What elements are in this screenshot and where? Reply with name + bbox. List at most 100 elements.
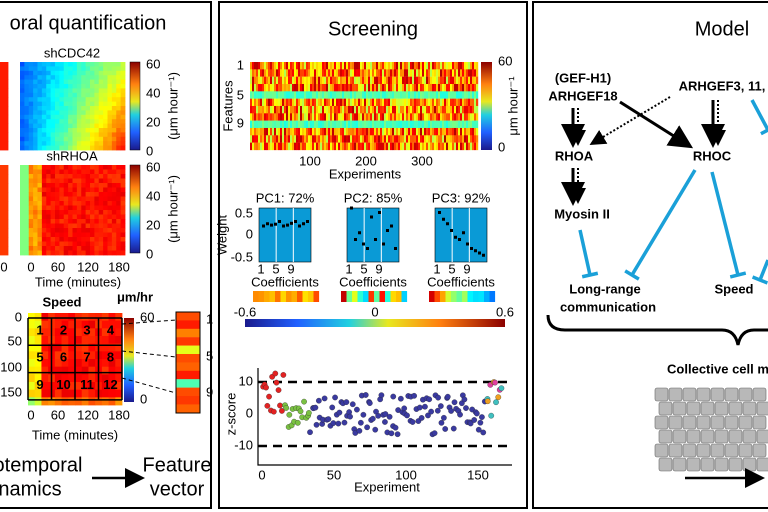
heatmap-cell: [438, 98, 441, 107]
heatmap-cell: [408, 69, 411, 77]
heatmap-cell: [444, 62, 447, 70]
heatmap-cell: [81, 389, 89, 398]
heatmap-cell: [342, 105, 345, 114]
heatmap-cell: [436, 62, 439, 70]
vector-tick: 1: [206, 311, 213, 326]
heatmap-cell: [101, 320, 109, 329]
pc-strip: [346, 291, 353, 302]
heatmap-cell: [103, 192, 108, 197]
heatmap-cell: [85, 141, 91, 146]
heatmap-cell: [348, 142, 351, 151]
heatmap-cell: [402, 83, 405, 92]
heatmap-cell: [470, 105, 473, 114]
heatmap-cell: [290, 120, 293, 129]
heatmap-cell: [107, 205, 113, 211]
heatmap-cell: [81, 165, 87, 170]
heatmap-cell: [274, 113, 277, 121]
x-tick-label: 100: [395, 467, 417, 482]
heatmap-cell: [0, 228, 9, 238]
scatter-point: [418, 415, 425, 421]
heatmap-cell: [81, 88, 87, 94]
pc-strip: [429, 291, 435, 302]
heatmap-cell: [430, 69, 433, 77]
heatmap-cell: [50, 237, 56, 242]
heatmap-cell: [50, 187, 56, 193]
heatmap-cell: [392, 62, 395, 70]
heatmap-cell: [270, 105, 273, 114]
heatmap-cell: [20, 241, 25, 247]
heatmap-cell: [46, 196, 52, 202]
heatmap-cell: [116, 228, 122, 233]
heatmap-cell: [50, 214, 56, 220]
heatmap-cell: [394, 135, 397, 143]
scatter-point: [279, 408, 285, 414]
heatmap-cell: [302, 98, 305, 107]
heatmap-cell: [103, 110, 108, 116]
heatmap-cell: [298, 83, 301, 92]
heatmap-cell: [326, 120, 329, 129]
heatmap-cell: [256, 120, 259, 129]
heatmap-cell: [63, 114, 69, 120]
heatmap-cell: [85, 183, 91, 188]
heatmap-cell: [258, 142, 261, 151]
heatmap-cell: [296, 127, 299, 136]
heatmap-cell: [37, 241, 43, 247]
heatmap-cell: [394, 62, 397, 70]
heatmap-cell: [390, 83, 393, 92]
heatmap-cell: [20, 205, 25, 211]
heatmap-cell: [284, 83, 287, 92]
scatter-point: [488, 412, 495, 419]
heatmap-cell: [250, 69, 253, 77]
heatmap-cell: [344, 127, 347, 136]
heatmap-cell: [318, 91, 321, 99]
heatmap-cell: [28, 397, 36, 406]
heatmap-cell: [88, 366, 96, 375]
heatmap-cell: [344, 91, 347, 99]
heatmap-cell: [98, 183, 104, 188]
scatter-point: [409, 419, 416, 425]
heatmap-cell: [116, 174, 122, 179]
heatmap-cell: [81, 241, 87, 247]
heatmap-cell: [266, 83, 269, 92]
heatmap-cell: [37, 110, 43, 116]
heatmap-cell: [24, 196, 30, 202]
heatmap-cell: [346, 83, 349, 92]
heatmap-cell: [414, 142, 417, 151]
heatmap-cell: [444, 142, 447, 151]
cell: [724, 443, 739, 458]
heatmap-cell: [376, 135, 379, 143]
heatmap-cell: [390, 62, 393, 70]
heatmap-cell: [352, 98, 355, 107]
heatmap-cell: [404, 113, 407, 121]
heatmap-cell: [346, 105, 349, 114]
feature-cell: [176, 320, 200, 329]
heatmap-cell: [68, 205, 73, 211]
heatmap-cell: [408, 127, 411, 136]
heatmap-cell: [388, 69, 391, 77]
heatmap-cell: [76, 66, 82, 72]
heatmap-cell: [318, 62, 321, 70]
heatmap-cell: [256, 105, 259, 114]
heatmap-cell: [420, 91, 423, 99]
heatmap-cell: [90, 214, 95, 220]
heatmap-cell: [59, 75, 65, 80]
heatmap-cell: [372, 83, 375, 92]
heatmap-cell: [81, 110, 87, 116]
cell: [728, 457, 743, 472]
heatmap-cell: [468, 105, 471, 114]
heatmap-cell: [85, 223, 91, 229]
heatmap-cell: [24, 97, 30, 102]
heatmap-cell: [46, 106, 52, 111]
heatmap-cell: [28, 192, 34, 197]
heatmap-cell: [98, 210, 104, 215]
heatmap-cell: [111, 79, 117, 85]
heatmap-cell: [59, 136, 65, 142]
scatter-point: [471, 417, 478, 423]
heatmap-cell: [20, 183, 25, 188]
heatmap-cell: [346, 91, 349, 99]
heatmap-cell: [330, 91, 333, 99]
heatmap-cell: [50, 174, 56, 179]
heatmap-cell: [41, 165, 47, 170]
heatmap-cell: [358, 135, 361, 143]
heatmap-cell: [464, 69, 467, 77]
